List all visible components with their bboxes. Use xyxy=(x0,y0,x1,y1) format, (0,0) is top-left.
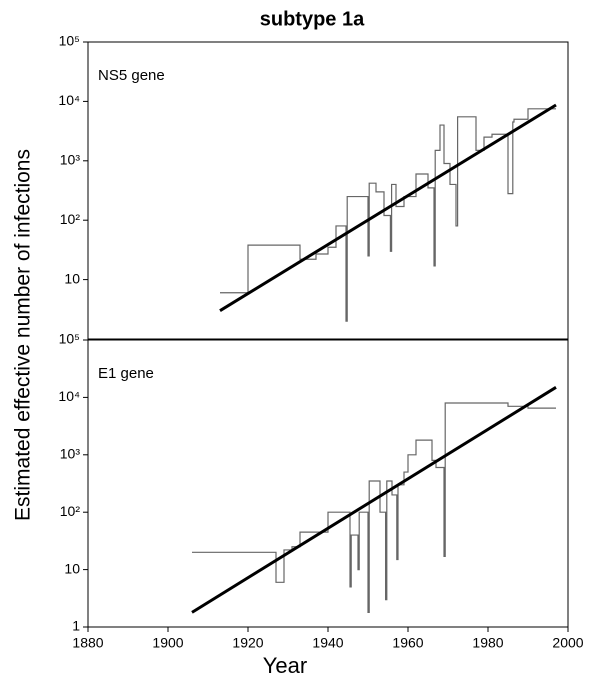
plot-frame xyxy=(87,41,569,340)
y-axis-label: Estimated effective number of infections xyxy=(12,149,35,521)
x-tick-label: 2000 xyxy=(552,635,583,651)
regression-line xyxy=(191,386,557,614)
regression-line xyxy=(219,103,557,312)
x-tick-label: 1940 xyxy=(312,635,343,651)
y-tick-label: 10 xyxy=(64,270,80,286)
y-tick-label: 10³ xyxy=(60,446,81,462)
step-line xyxy=(192,402,556,613)
x-tick-label: 1960 xyxy=(392,635,423,651)
plot-frame xyxy=(87,339,569,628)
panel-label: E1 gene xyxy=(98,365,154,382)
y-tick-label: 10⁴ xyxy=(58,388,80,404)
chart-title: subtype 1a xyxy=(260,8,365,30)
y-tick-label: 1 xyxy=(72,618,80,634)
y-tick-label: 10³ xyxy=(60,152,81,168)
panel-label: NS5 gene xyxy=(98,67,165,84)
y-tick-label: 10⁵ xyxy=(59,331,80,347)
y-tick-label: 10⁴ xyxy=(58,92,80,108)
step-line xyxy=(220,108,556,322)
x-tick-label: 1920 xyxy=(232,635,263,651)
x-tick-label: 1880 xyxy=(72,635,103,651)
y-tick-label: 10² xyxy=(60,211,81,227)
x-axis-label: Year xyxy=(263,653,307,678)
x-tick-label: 1900 xyxy=(152,635,183,651)
y-tick-label: 10⁵ xyxy=(59,33,80,49)
y-tick-label: 10² xyxy=(60,503,81,519)
y-tick-label: 10 xyxy=(64,560,80,576)
x-tick-label: 1980 xyxy=(472,635,503,651)
